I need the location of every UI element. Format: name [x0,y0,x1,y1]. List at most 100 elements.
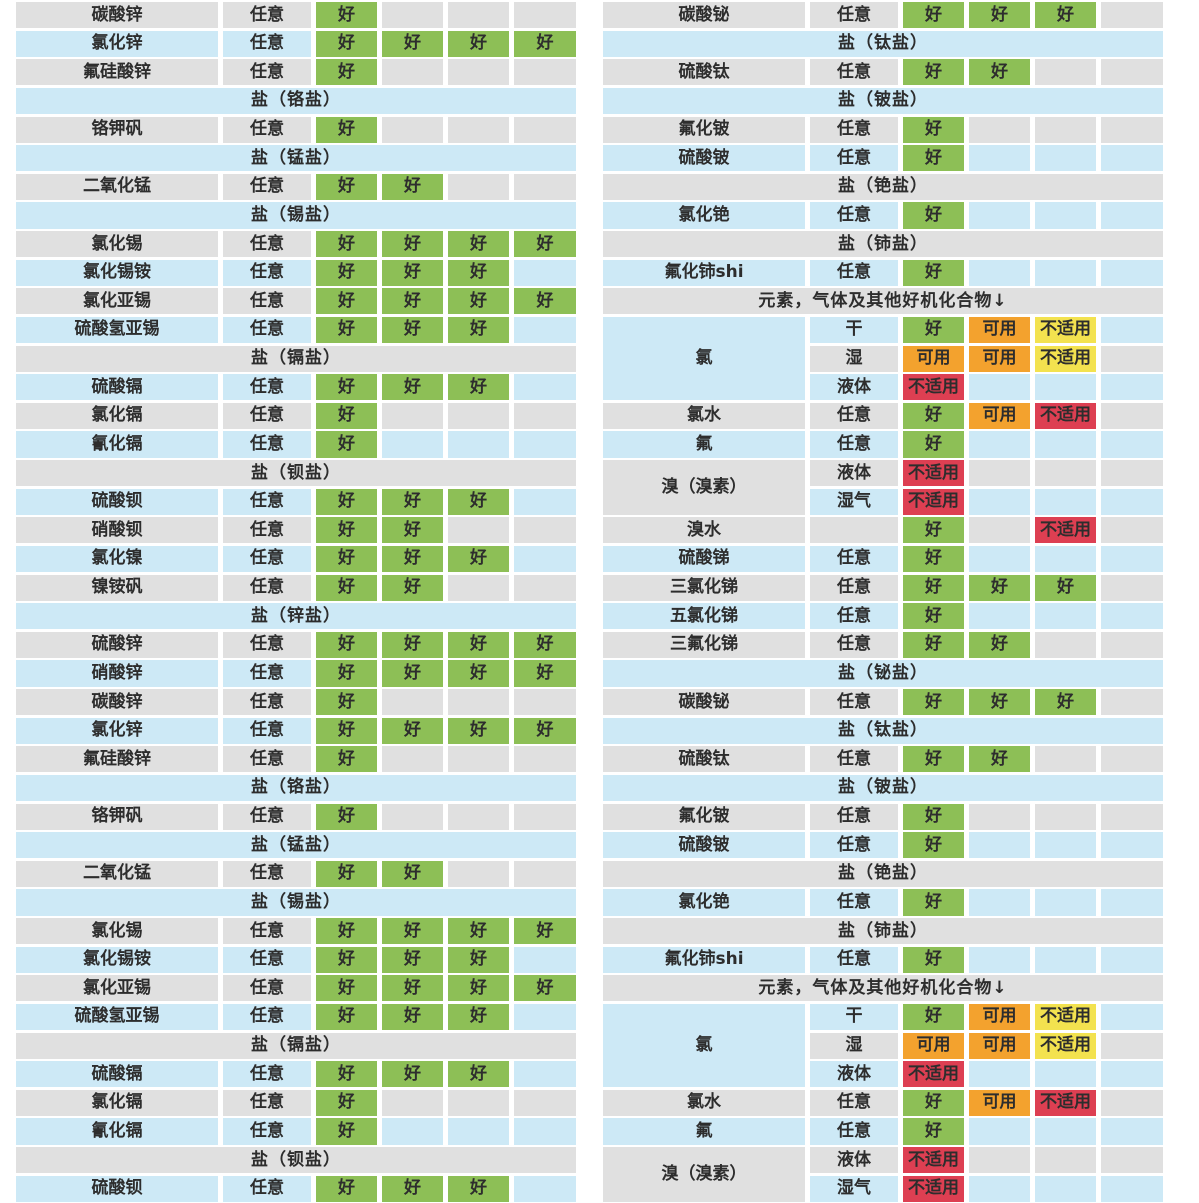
rating-cell: 好 [316,946,377,973]
rating-cell: 好 [514,717,576,744]
condition-cell [810,517,898,544]
rating-cell: 好 [382,1061,443,1088]
rating-cell: 好 [514,660,576,687]
rating-cell [448,1089,509,1116]
rating-cell: 不适用 [903,460,964,487]
rating-cell: 好 [903,803,964,830]
chemical-name-cell: 硫酸氢亚锡 [16,316,218,344]
chemical-name-cell: 硝酸锌 [16,660,218,687]
rating-cell: 好 [969,746,1030,773]
rating-cell [1101,517,1163,544]
rating-cell: 可用 [903,345,964,372]
rating-cell: 好 [903,1118,964,1145]
rating-cell: 可用 [969,1032,1030,1059]
rating-cell: 好 [316,259,377,286]
condition-cell: 液体 [810,1147,898,1174]
condition-cell: 任意 [223,374,311,401]
rating-cell [1101,202,1163,229]
rating-cell: 不适用 [903,1175,964,1202]
condition-cell: 液体 [810,374,898,401]
rating-cell: 不适用 [1035,402,1096,429]
rating-cell [969,202,1030,229]
rating-cell [1101,488,1163,515]
rating-cell [969,431,1030,458]
rating-cell: 好 [382,374,443,401]
rating-cell [969,545,1030,573]
rating-cell: 好 [316,2,377,29]
rating-cell: 好 [316,30,377,57]
section-header: 盐（锡盐） [16,202,576,229]
rating-cell [448,402,509,429]
rating-cell [448,746,509,773]
chemical-name-cell: 硝酸钡 [16,517,218,544]
rating-cell: 好 [903,832,964,859]
condition-cell: 任意 [223,946,311,973]
rating-cell [1101,316,1163,344]
condition-cell: 任意 [810,202,898,229]
rating-cell [1101,803,1163,830]
rating-cell [448,431,509,458]
rating-cell [1101,631,1163,658]
rating-cell [1101,889,1163,916]
rating-cell: 可用 [903,1032,964,1059]
chemical-name-cell: 溴（溴素） [603,460,805,515]
condition-cell: 任意 [223,975,311,1002]
condition-cell: 湿 [810,1032,898,1059]
condition-cell: 任意 [223,803,311,830]
rating-cell: 好 [448,30,509,57]
rating-cell [514,116,576,143]
chemical-name-cell: 氯化镍 [16,545,218,573]
rating-cell: 好 [382,259,443,286]
chemical-name-cell: 氯化镉 [16,402,218,429]
rating-cell: 好 [316,402,377,429]
condition-cell: 任意 [810,832,898,859]
rating-cell [969,603,1030,630]
rating-cell [514,59,576,86]
condition-cell: 任意 [223,488,311,515]
rating-cell [448,689,509,716]
chemical-name-cell: 硫酸铍 [603,832,805,859]
rating-cell: 好 [448,1003,509,1031]
rating-cell: 好 [903,889,964,916]
rating-cell [1101,1061,1163,1088]
rating-cell [1035,746,1096,773]
rating-cell [382,803,443,830]
rating-cell [1035,889,1096,916]
rating-cell [1101,402,1163,429]
rating-cell [514,860,576,887]
rating-cell: 好 [1035,574,1096,601]
chemical-name-cell: 镍铵矾 [16,574,218,601]
rating-cell [1035,603,1096,630]
rating-cell: 可用 [969,345,1030,372]
condition-cell: 任意 [810,603,898,630]
rating-cell: 好 [316,631,377,658]
condition-cell: 任意 [223,316,311,344]
rating-cell: 可用 [969,316,1030,344]
rating-cell [1101,116,1163,143]
chemical-name-cell: 氟化铍 [603,803,805,830]
rating-cell: 好 [382,717,443,744]
rating-cell [1035,545,1096,573]
condition-cell: 任意 [810,889,898,916]
section-header: 盐（锌盐） [16,603,576,630]
rating-cell: 好 [903,574,964,601]
condition-cell: 任意 [810,1089,898,1116]
condition-cell: 任意 [810,545,898,573]
rating-cell: 不适用 [903,374,964,401]
rating-cell: 好 [316,59,377,86]
section-header: 盐（钡盐） [16,1147,576,1174]
rating-cell: 好 [316,231,377,258]
rating-cell [514,1089,576,1116]
rating-cell: 好 [514,231,576,258]
rating-cell: 好 [448,631,509,658]
rating-cell: 好 [1035,689,1096,716]
rating-cell [969,488,1030,515]
rating-cell [382,59,443,86]
rating-cell: 不适用 [1035,1032,1096,1059]
rating-cell: 可用 [969,402,1030,429]
chemical-name-cell: 氟化铍 [603,116,805,143]
rating-cell [1035,460,1096,487]
rating-cell: 不适用 [903,1061,964,1088]
rating-cell [1101,832,1163,859]
